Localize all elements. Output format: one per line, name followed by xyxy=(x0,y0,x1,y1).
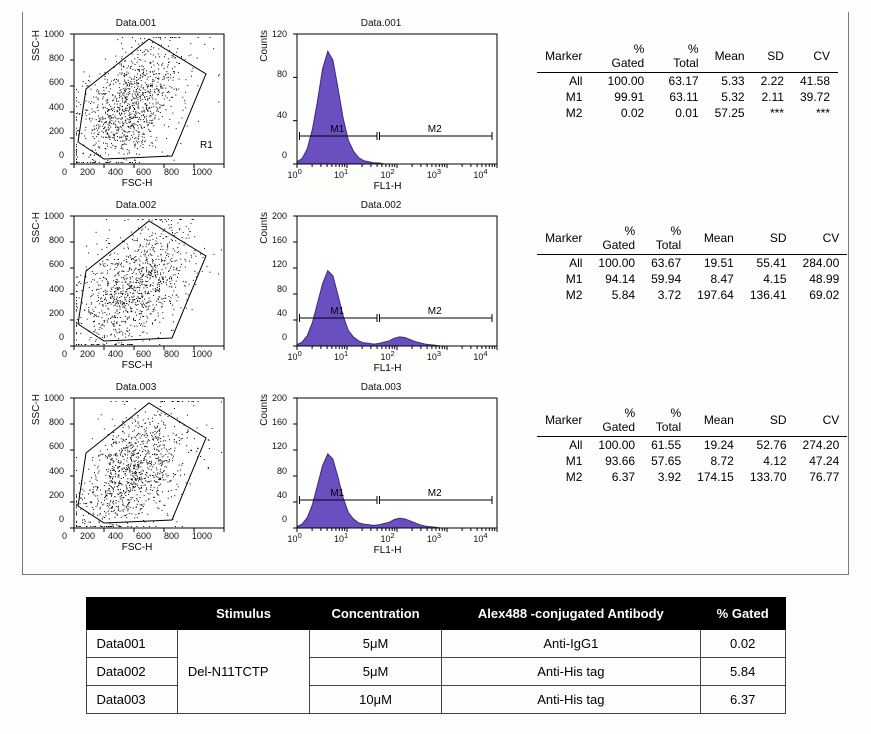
summary-gated: 0.02 xyxy=(700,630,785,658)
summary-id: Data001 xyxy=(86,630,177,658)
svg-text:M1: M1 xyxy=(330,306,344,317)
scatter-plot: R1 xyxy=(66,30,230,168)
panel-row: Data.002 SSC-H 10008006004002000 xyxy=(31,200,838,374)
stats-header: Mean xyxy=(707,42,753,73)
histogram-plot: M1 M2 xyxy=(289,394,503,532)
stats-header: Marker xyxy=(537,224,590,255)
hist-title: Data.001 xyxy=(361,18,402,29)
scatter-xlabel: FSC-H xyxy=(122,178,153,189)
hist-wrap: Data.003 Counts 20016012080400 M1 M2 xyxy=(259,382,503,556)
scatter-ylabel: SSC-H xyxy=(31,212,42,243)
stats-header: % Gated xyxy=(590,406,643,437)
stats-row: All100.0063.175.332.2241.58 xyxy=(537,73,838,90)
stats-row: M193.6657.658.724.1247.24 xyxy=(537,453,847,469)
stats-header: % Total xyxy=(643,406,689,437)
scatter-xlabel: FSC-H xyxy=(122,542,153,553)
scatter-plot xyxy=(66,394,230,532)
summary-table: StimulusConcentrationAlex488 -conjugated… xyxy=(86,597,786,714)
histogram-plot: M1 M2 xyxy=(289,30,503,168)
hist-ylabel: Counts xyxy=(259,212,270,244)
svg-text:R1: R1 xyxy=(200,140,213,151)
stats-header: Marker xyxy=(537,42,590,73)
scatter-title: Data.003 xyxy=(116,382,157,393)
svg-text:M2: M2 xyxy=(428,488,442,499)
hist-wrap: Data.002 Counts 20016012080400 M1 M2 xyxy=(259,200,503,374)
stats-header: % Total xyxy=(643,224,689,255)
scatter-wrap: Data.002 SSC-H 10008006004002000 xyxy=(31,200,241,371)
stats-row: M199.9163.115.322.1139.72 xyxy=(537,89,838,105)
summary-gated: 6.37 xyxy=(700,686,785,714)
hist-xlabel: FL1-H xyxy=(374,545,402,556)
hist-wrap: Data.001 Counts 12080400 M1 M2 xyxy=(259,18,503,192)
stats-header: Marker xyxy=(537,406,590,437)
svg-text:M1: M1 xyxy=(330,124,344,135)
summary-header: % Gated xyxy=(700,598,785,630)
stats-header: % Gated xyxy=(590,224,643,255)
stats-row: All100.0063.6719.5155.41284.00 xyxy=(537,255,847,272)
panel-row: Data.003 SSC-H 10008006004002000 xyxy=(31,382,838,556)
hist-title: Data.003 xyxy=(361,382,402,393)
stats-header: Mean xyxy=(689,224,742,255)
scatter-wrap: Data.003 SSC-H 10008006004002000 xyxy=(31,382,241,553)
hist-ylabel: Counts xyxy=(259,394,270,426)
stats-header: SD xyxy=(753,42,792,73)
stats-row: M194.1459.948.474.1548.99 xyxy=(537,271,847,287)
scatter-ylabel: SSC-H xyxy=(31,394,42,425)
hist-xlabel: FL1-H xyxy=(374,363,402,374)
svg-text:M2: M2 xyxy=(428,124,442,135)
stats-header: % Total xyxy=(652,42,706,73)
stats-row: M20.020.0157.25****** xyxy=(537,105,838,121)
stats-header: SD xyxy=(742,406,795,437)
summary-header: Concentration xyxy=(310,598,442,630)
hist-ylabel: Counts xyxy=(259,30,270,62)
svg-text:M2: M2 xyxy=(428,306,442,317)
summary-antibody: Anti-His tag xyxy=(441,658,700,686)
summary-conc: 5μM xyxy=(310,658,442,686)
summary-header xyxy=(86,598,177,630)
stats-header: CV xyxy=(792,42,838,73)
stats-header: CV xyxy=(795,406,848,437)
scatter-wrap: Data.001 SSC-H 10008006004002000 R1 xyxy=(31,18,241,189)
flow-cytometry-panels: Data.001 SSC-H 10008006004002000 R1 xyxy=(22,12,849,575)
hist-title: Data.002 xyxy=(361,200,402,211)
stats-table: Marker% Gated% TotalMeanSDCVAll100.0063.… xyxy=(537,42,838,121)
stats-row: M25.843.72197.64136.4169.02 xyxy=(537,287,847,303)
summary-stimulus: Del-N11TCTP xyxy=(177,630,309,714)
stats-header: CV xyxy=(795,224,848,255)
scatter-title: Data.002 xyxy=(116,200,157,211)
summary-conc: 5μM xyxy=(310,630,442,658)
scatter-title: Data.001 xyxy=(116,18,157,29)
summary-header: Stimulus xyxy=(177,598,309,630)
svg-text:M1: M1 xyxy=(330,488,344,499)
summary-header: Alex488 -conjugated Antibody xyxy=(441,598,700,630)
histogram-plot: M1 M2 xyxy=(289,212,503,350)
summary-antibody: Anti-His tag xyxy=(441,686,700,714)
summary-id: Data003 xyxy=(86,686,177,714)
stats-header: Mean xyxy=(689,406,742,437)
stats-row: M26.373.92174.15133.7076.77 xyxy=(537,469,847,485)
summary-id: Data002 xyxy=(86,658,177,686)
stats-table: Marker% Gated% TotalMeanSDCVAll100.0063.… xyxy=(537,224,847,303)
summary-antibody: Anti-IgG1 xyxy=(441,630,700,658)
scatter-ylabel: SSC-H xyxy=(31,30,42,61)
summary-table-wrap: StimulusConcentrationAlex488 -conjugated… xyxy=(86,597,786,714)
summary-row: Data001Del-N11TCTP5μMAnti-IgG10.02 xyxy=(86,630,785,658)
stats-table: Marker% Gated% TotalMeanSDCVAll100.0061.… xyxy=(537,406,847,485)
stats-header: SD xyxy=(742,224,795,255)
summary-gated: 5.84 xyxy=(700,658,785,686)
stats-header: % Gated xyxy=(590,42,652,73)
stats-row: All100.0061.5519.2452.76274.20 xyxy=(537,437,847,454)
summary-conc: 10μM xyxy=(310,686,442,714)
figure-root: Data.001 SSC-H 10008006004002000 R1 xyxy=(0,0,871,734)
scatter-xlabel: FSC-H xyxy=(122,360,153,371)
panel-row: Data.001 SSC-H 10008006004002000 R1 xyxy=(31,18,838,192)
hist-xlabel: FL1-H xyxy=(374,181,402,192)
scatter-plot xyxy=(66,212,230,350)
